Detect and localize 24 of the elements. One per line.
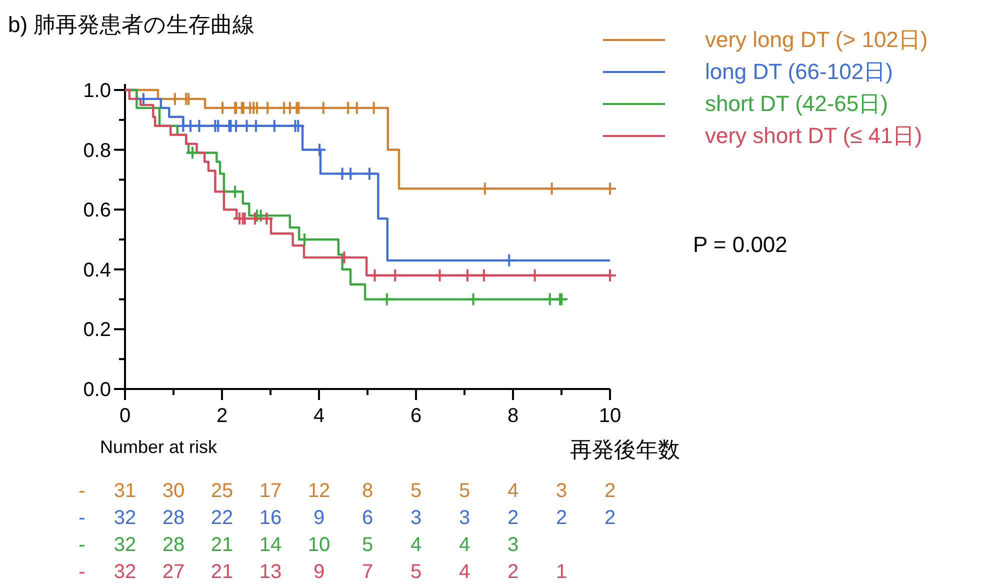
y-tick-label: 0.8 bbox=[83, 140, 111, 162]
x-tick-label: 0 bbox=[119, 405, 131, 427]
x-axis-title: 再発後年数 bbox=[570, 437, 680, 462]
text: P = 0.002 bbox=[693, 232, 788, 257]
text: Number at risk bbox=[100, 437, 218, 457]
y-tick-label: 0.4 bbox=[83, 259, 111, 282]
y-tick-label: 0.0 bbox=[83, 379, 111, 401]
legend-label: very long DT (> 102日) bbox=[705, 27, 928, 52]
x-tick-label: 4 bbox=[313, 405, 325, 427]
text: - 31 30 25 17 12 8 5 5 4 3 2 bbox=[78, 480, 616, 502]
legend-label: short DT (42-65日) bbox=[705, 91, 888, 116]
legend-label: long DT (66-102日) bbox=[705, 59, 893, 84]
y-tick-label: 0.2 bbox=[83, 319, 111, 342]
x-tick-label: 6 bbox=[410, 405, 422, 427]
x-tick-label: 8 bbox=[507, 405, 519, 427]
text: - 32 28 21 14 10 5 4 4 3 bbox=[78, 534, 519, 556]
x-tick-label: 2 bbox=[216, 405, 228, 427]
text: - 32 28 22 16 9 6 3 3 2 2 2 bbox=[78, 507, 616, 529]
y-tick-label: 0.6 bbox=[83, 200, 111, 222]
y-tick-label: 1.0 bbox=[83, 80, 111, 102]
x-tick-label: 10 bbox=[598, 405, 622, 427]
chart-title: b) 肺再発患者の生存曲線 bbox=[8, 12, 255, 37]
text: - 32 27 21 13 9 7 5 4 2 1 bbox=[78, 561, 568, 583]
legend-label: very short DT (≤ 41日) bbox=[705, 123, 922, 148]
